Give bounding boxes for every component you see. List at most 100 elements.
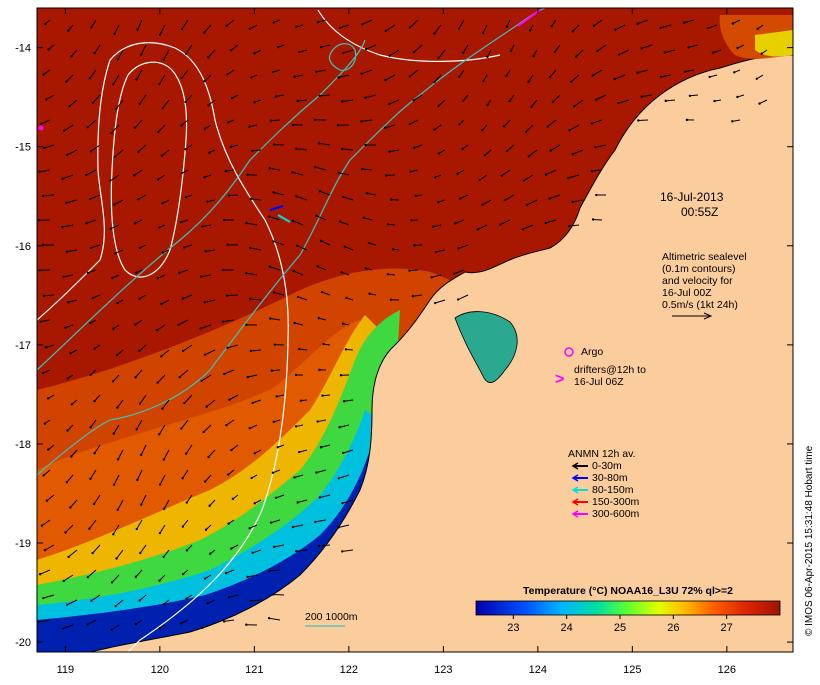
velocity-arrow-head (67, 556, 69, 558)
velocity-arrow-head (157, 381, 159, 383)
velocity-arrow-head (47, 397, 49, 399)
velocity-arrow-head (594, 146, 596, 148)
velocity-arrow-head (186, 549, 188, 551)
velocity-arrow-head (413, 147, 415, 149)
velocity-arrow-head (156, 329, 158, 331)
velocity-arrow-head (43, 147, 45, 149)
velocity-arrow-head (523, 179, 525, 181)
velocity-arrow-head (269, 317, 271, 319)
velocity-arrow-head (117, 458, 119, 460)
velocity-arrow-head (528, 155, 530, 157)
velocity-arrow-head (157, 178, 159, 180)
velocity-arrow-head (506, 150, 508, 152)
credit-text: © IMOS 06-Apr-2015 15:31:48 Hobart time (804, 445, 815, 636)
velocity-arrow-head (62, 276, 64, 278)
velocity-arrow-head (365, 48, 367, 50)
velocity-arrow-head (321, 395, 323, 397)
velocity-arrow-head (270, 120, 272, 122)
velocity-arrow (410, 270, 418, 271)
velocity-arrow-head (200, 275, 202, 277)
velocity-arrow-head (636, 71, 638, 73)
velocity-arrow-head (575, 56, 577, 58)
anmn-title: ANMN 12h av. (568, 448, 636, 460)
velocity-arrow-head (89, 374, 91, 376)
velocity-arrow-head (249, 427, 251, 429)
velocity-arrow-head (365, 267, 367, 269)
colorbar-title: Temperature (°C) NOAA16_L3U 72% ql>=2 (523, 585, 733, 597)
velocity-arrow-head (461, 148, 463, 150)
anmn-item-label: 300-600m (592, 508, 640, 520)
velocity-arrow-head (272, 71, 274, 73)
velocity-arrow-head (298, 348, 300, 350)
velocity-arrow-head (185, 196, 187, 198)
velocity-arrow-head (135, 78, 137, 80)
velocity-arrow-head (437, 105, 439, 107)
velocity-arrow-head (269, 167, 271, 169)
velocity-arrow-head (253, 52, 255, 54)
velocity-arrow-head (87, 576, 89, 578)
velocity-arrow-head (253, 101, 255, 103)
velocity-arrow-head (136, 428, 138, 430)
colorbar-tick-label: 26 (667, 622, 679, 634)
velocity-arrow-head (318, 369, 320, 371)
velocity-arrow-head (64, 327, 66, 329)
velocity-arrow-head (110, 629, 112, 631)
velocity-arrow-head (203, 32, 205, 34)
velocity-arrow-head (112, 328, 114, 330)
velocity-arrow-head (93, 400, 95, 402)
velocity-arrow-head (532, 55, 534, 57)
velocity-arrow-head (571, 201, 573, 203)
velocity-arrow-head (159, 627, 161, 629)
velocity-arrow-head (295, 26, 297, 28)
velocity-arrow-head (181, 477, 183, 479)
velocity-arrow-head (318, 545, 320, 547)
velocity-arrow-head (186, 501, 188, 503)
velocity-arrow-head (504, 199, 506, 201)
velocity-arrow-head (320, 240, 322, 242)
velocity-arrow-head (277, 46, 279, 48)
velocity-arrow-head (231, 97, 233, 99)
velocity-arrow-head (593, 25, 595, 27)
velocity-arrow-head (42, 73, 44, 75)
velocity-arrow-head (659, 27, 661, 29)
velocity-arrow-head (296, 501, 298, 503)
velocity-arrow-head (453, 273, 455, 275)
velocity-arrow-head (226, 294, 228, 296)
velocity-arrow-head (736, 96, 738, 98)
velocity-arrow-head (226, 244, 228, 246)
velocity-arrow-head (227, 522, 229, 524)
velocity-arrow-head (501, 174, 503, 176)
drifters-line: drifters@12h to (574, 364, 646, 376)
velocity-arrow-head (70, 455, 72, 457)
velocity-arrow-head (203, 301, 205, 303)
velocity-arrow-head (295, 550, 297, 552)
velocity-arrow-head (366, 192, 368, 194)
velocity-arrow-head (114, 605, 116, 607)
velocity-arrow-head (636, 22, 638, 24)
velocity-arrow-head (337, 172, 339, 174)
velocity-arrow-head (314, 166, 316, 168)
velocity-arrow-head (89, 77, 91, 79)
velocity-arrow-head (433, 128, 435, 130)
velocity-arrow-head (486, 104, 488, 106)
velocity-arrow-head (204, 480, 206, 482)
velocity-arrow-head (570, 81, 572, 83)
velocity-arrow-head (320, 46, 322, 48)
velocity-arrow-head (62, 627, 64, 629)
velocity-arrow-head (337, 76, 339, 78)
colorbar-tick-label: 27 (721, 622, 733, 634)
velocity-arrow-head (568, 225, 570, 227)
velocity-arrow-head (387, 273, 389, 275)
velocity-arrow-head (139, 103, 141, 105)
velocity-arrow-head (245, 222, 247, 224)
velocity-arrow-head (592, 74, 594, 76)
velocity-arrow-head (157, 277, 159, 279)
velocity-arrow-head (182, 297, 184, 299)
velocity-arrow-head (228, 596, 230, 598)
velocity-arrow-head (245, 624, 247, 626)
velocity-arrow-head (135, 272, 137, 274)
velocity-arrow-head (223, 620, 225, 622)
velocity-arrow-head (226, 73, 228, 75)
velocity-arrow-head (43, 295, 45, 297)
velocity-arrow-head (295, 147, 297, 149)
